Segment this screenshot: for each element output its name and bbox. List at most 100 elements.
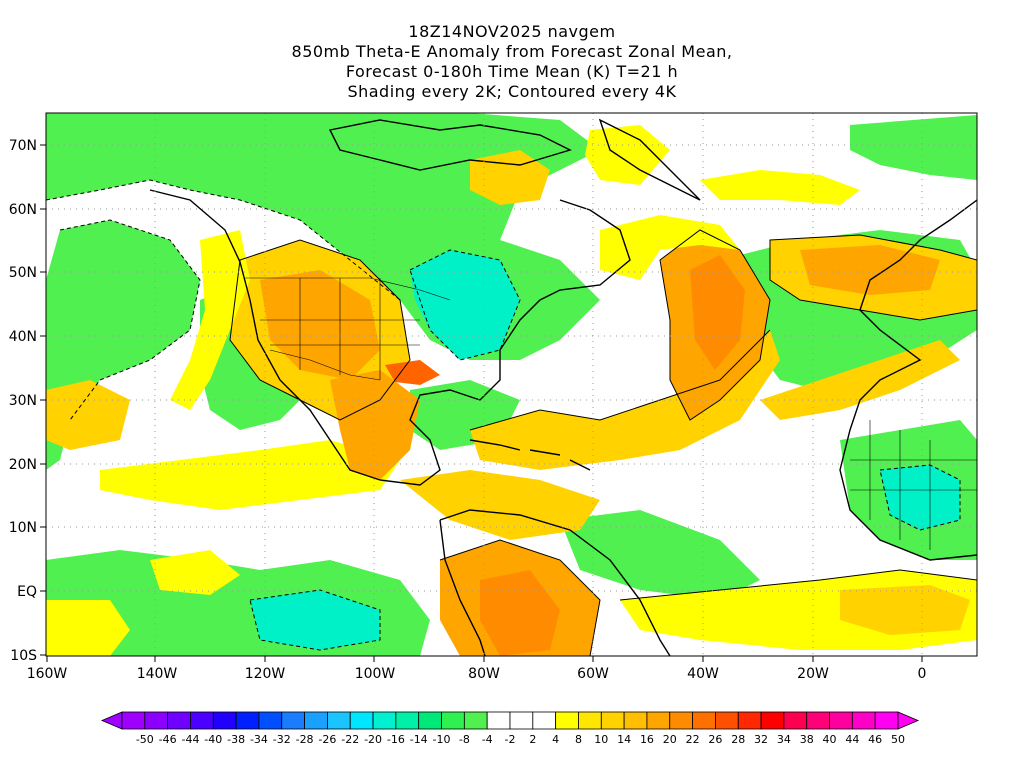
colorbar-swatch <box>737 711 762 730</box>
lon-label-20w: 20W <box>797 666 829 682</box>
subtropical-atlantic-band <box>470 330 780 470</box>
colorbar-label: -32 <box>273 733 291 746</box>
south-pacific-yellow <box>46 600 130 656</box>
colorbar-swatch <box>235 711 260 730</box>
colorbar-label: -34 <box>250 733 268 746</box>
lon-label-140w: 140W <box>137 666 178 682</box>
south-america-core <box>480 570 560 656</box>
colorbar-label: -20 <box>364 733 382 746</box>
colorbar-swatch <box>646 711 671 730</box>
colorbar-label: 28 <box>731 733 745 746</box>
state-borders <box>260 278 420 380</box>
colorbar-swatch <box>167 711 191 730</box>
hudson-yellow <box>470 150 550 205</box>
colorbar-label: 8 <box>575 733 582 746</box>
colorbar-label: 2 <box>529 733 536 746</box>
contour-line <box>769 234 977 321</box>
lat-label-eq: EQ <box>17 584 37 600</box>
colorbar-swatch <box>509 711 534 730</box>
plot-frame <box>45 112 978 657</box>
colorbar-label: 32 <box>754 733 768 746</box>
colorbar-swatch <box>806 711 830 730</box>
colorbar-swatch <box>463 711 488 730</box>
colorbar-swatch <box>851 711 876 730</box>
coastlines <box>149 118 977 656</box>
colorbar-swatch <box>349 711 374 730</box>
contour-line <box>439 539 601 656</box>
colorbar-label: 14 <box>617 733 631 746</box>
gridlines <box>46 113 977 656</box>
colorbar-swatch <box>418 711 442 730</box>
colorbar-swatch <box>578 711 602 730</box>
colorbar-label: -22 <box>341 733 359 746</box>
europe-warm-core <box>800 245 940 295</box>
colorbar-swatch <box>555 711 579 730</box>
western-us-warm-core <box>260 270 380 380</box>
colorbar-swatch <box>669 711 693 730</box>
colorbar-swatch <box>760 711 785 730</box>
arctic-islands-coast <box>328 119 572 171</box>
lat-label-10n: 10N <box>9 520 37 536</box>
political-borders <box>245 277 977 550</box>
contour-line <box>229 239 411 421</box>
colorbar-swatch <box>600 711 625 730</box>
lon-label-0: 0 <box>918 666 927 682</box>
colorbar-swatch <box>190 711 214 730</box>
pacific-warm-ribbon <box>170 230 250 410</box>
colorbar-swatch <box>441 711 465 730</box>
title-line-3: Forecast 0-180h Time Mean (K) T=21 h <box>345 62 679 81</box>
contour-line <box>659 229 771 421</box>
north-america-coast <box>149 189 631 486</box>
title-line-1: 18Z14NOV2025 navgem <box>408 22 616 41</box>
africa-europe-coast <box>839 199 977 561</box>
colorbar-swatch <box>395 711 420 730</box>
colorbar-label: -38 <box>227 733 245 746</box>
colorbar-label: 22 <box>686 733 700 746</box>
colorbar-label: 10 <box>594 733 608 746</box>
contour-line-dashed <box>249 589 381 651</box>
contour-lines <box>46 179 977 656</box>
colorbar-label: 46 <box>868 733 882 746</box>
lon-label-100w: 100W <box>355 666 396 682</box>
arctic-east-green <box>850 115 977 180</box>
contour-line-dashed <box>59 219 201 421</box>
africa-borders <box>850 420 977 550</box>
pacific-green-swirl <box>46 220 200 470</box>
contour-line <box>469 329 771 431</box>
colorbar-swatch <box>121 711 146 730</box>
mexico-warm <box>330 370 420 480</box>
lat-label-20n: 20N <box>9 457 37 473</box>
colorbar-arrow-right <box>897 711 920 730</box>
colorbar-label: 26 <box>708 733 722 746</box>
colorbar-label: 20 <box>663 733 677 746</box>
colorbar-swatch <box>783 711 808 730</box>
colorbar-label: -26 <box>318 733 336 746</box>
colorbar-label: 4 <box>552 733 559 746</box>
north-atlantic-yellow <box>700 170 860 205</box>
colorbar-label: 50 <box>891 733 905 746</box>
colorbar-swatch <box>281 711 305 730</box>
colorbar-label: 38 <box>800 733 814 746</box>
gulf-hotspot <box>385 360 440 385</box>
caribbean-islands <box>469 439 591 471</box>
tropical-pacific-band <box>100 440 400 510</box>
colorbar-swatch <box>144 711 169 730</box>
lat-label-10s: 10S <box>10 648 37 664</box>
colorbar-swatch <box>532 711 557 730</box>
lat-label-70n: 70N <box>9 138 37 154</box>
colorbar-swatch <box>258 711 283 730</box>
atlantic-arc <box>600 215 740 280</box>
colorbar-swatch <box>372 711 397 730</box>
colorbar-label: -50 <box>136 733 154 746</box>
colorbar-label: -40 <box>204 733 222 746</box>
us-mexico-border <box>269 349 381 381</box>
lon-label-80w: 80W <box>468 666 500 682</box>
colorbar-label: -14 <box>410 733 428 746</box>
colorbar-label: -28 <box>296 733 314 746</box>
mid-atlantic-plume-core <box>690 255 745 370</box>
lat-label-60n: 60N <box>9 202 37 218</box>
south-america-coast <box>439 509 671 656</box>
title-line-2: 850mb Theta-E Anomaly from Forecast Zona… <box>291 42 733 61</box>
colorbar-label: -2 <box>505 733 516 746</box>
